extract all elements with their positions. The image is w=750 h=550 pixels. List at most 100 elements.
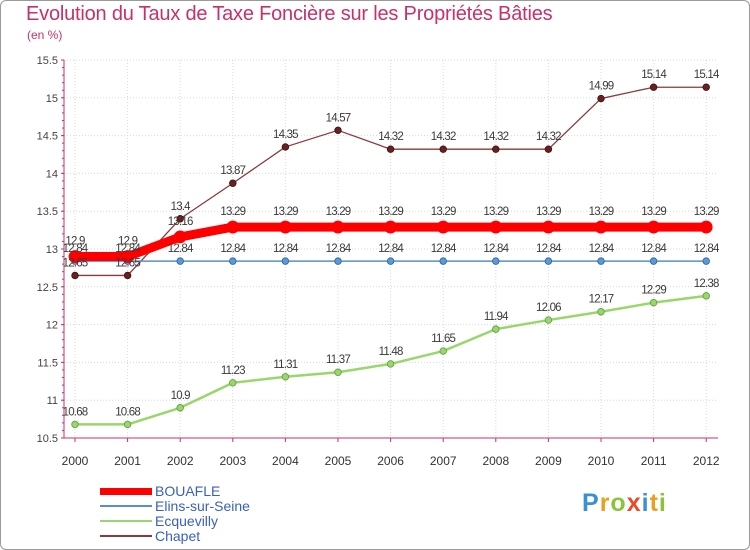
- data-point-chapet: [386, 145, 395, 153]
- y-tick-label: 11: [47, 395, 58, 407]
- data-label-chapet: 14.32: [431, 131, 456, 143]
- data-label-bouafle: 12.9: [65, 236, 85, 248]
- data-label-ecquevilly: 12.38: [694, 278, 719, 290]
- data-point-bouafle: [699, 220, 713, 234]
- data-point-bouafle: [226, 220, 240, 234]
- data-label-chapet: 14.32: [536, 131, 561, 143]
- data-point-chapet: [334, 126, 342, 135]
- y-tick-label: 12.5: [37, 282, 58, 294]
- data-label-ecquevilly: 11.48: [379, 346, 403, 358]
- legend-item-chapet: Chapet: [100, 529, 360, 544]
- data-label-ecquevilly: 11.94: [484, 311, 509, 323]
- data-point-ecquevilly: [702, 292, 710, 300]
- legend-swatch: [100, 535, 152, 537]
- data-label-elins-sur-seine: 12.84: [641, 243, 667, 255]
- x-tick-label: 2008: [482, 454, 509, 468]
- data-point-bouafle: [331, 220, 345, 234]
- data-point-chapet: [71, 271, 79, 280]
- data-point-bouafle: [173, 230, 187, 244]
- chart-legend: BOUAFLE Elins-sur-Seine Ecquevilly Chapet: [100, 484, 360, 544]
- data-point-bouafle: [594, 220, 608, 234]
- data-label-elins-sur-seine: 12.84: [536, 243, 562, 255]
- data-label-bouafle: 13.16: [168, 216, 193, 228]
- x-tick-label: 2007: [430, 454, 457, 468]
- data-label-bouafle: 13.29: [483, 206, 508, 218]
- data-point-elins-sur-seine: [597, 257, 605, 265]
- x-tick-label: 2002: [167, 454, 194, 468]
- data-label-elins-sur-seine: 12.84: [115, 243, 141, 255]
- logo-letter: i: [641, 489, 650, 517]
- data-point-bouafle: [647, 220, 660, 234]
- data-point-ecquevilly: [123, 420, 132, 429]
- data-point-ecquevilly: [649, 298, 658, 307]
- x-tick-label: 2009: [535, 454, 562, 468]
- x-tick-label: 2005: [325, 454, 352, 468]
- x-tick-label: 2000: [62, 454, 89, 468]
- data-label-bouafle: 13.29: [589, 206, 614, 218]
- data-point-bouafle: [278, 220, 292, 234]
- y-tick-label: 15: [46, 93, 58, 105]
- data-point-chapet: [597, 94, 605, 103]
- data-point-elins-sur-seine: [386, 257, 395, 265]
- y-tick-label: 15.5: [37, 55, 58, 67]
- data-label-chapet: 15.14: [694, 69, 720, 81]
- data-label-elins-sur-seine: 12.84: [378, 243, 404, 255]
- y-tick-label: 14.5: [37, 131, 58, 143]
- data-point-ecquevilly: [544, 316, 553, 324]
- data-point-ecquevilly: [281, 373, 290, 381]
- data-label-bouafle: 12.9: [118, 236, 138, 248]
- y-tick-label: 11.5: [37, 357, 58, 369]
- data-point-elins-sur-seine: [544, 257, 553, 265]
- data-label-ecquevilly: 11.23: [221, 365, 245, 377]
- legend-label: BOUAFLE: [155, 483, 221, 499]
- data-label-chapet: 14.57: [326, 112, 351, 124]
- data-point-chapet: [123, 271, 132, 280]
- data-point-bouafle: [384, 220, 398, 234]
- proxiti-logo: Proxiti: [582, 489, 667, 518]
- data-point-ecquevilly: [176, 404, 184, 412]
- data-point-ecquevilly: [492, 325, 500, 333]
- data-label-ecquevilly: 10.68: [115, 406, 140, 418]
- data-label-bouafle: 13.29: [378, 206, 403, 218]
- data-point-bouafle: [542, 220, 555, 234]
- data-label-elins-sur-seine: 12.84: [326, 243, 352, 255]
- legend-swatch: [100, 487, 152, 495]
- data-label-bouafle: 13.29: [273, 206, 298, 218]
- data-label-ecquevilly: 12.29: [641, 285, 666, 297]
- data-point-elins-sur-seine: [176, 257, 184, 265]
- data-point-ecquevilly: [334, 368, 342, 376]
- data-label-ecquevilly: 12.06: [536, 302, 561, 314]
- x-tick-label: 2001: [114, 454, 141, 468]
- data-point-elins-sur-seine: [281, 257, 290, 265]
- data-label-chapet: 14.99: [589, 81, 614, 93]
- chart-subtitle: (en %): [27, 28, 63, 42]
- data-point-elins-sur-seine: [702, 257, 710, 265]
- data-point-bouafle: [489, 220, 503, 234]
- x-tick-label: 2010: [588, 454, 615, 468]
- data-label-elins-sur-seine: 12.84: [63, 243, 89, 255]
- data-point-elins-sur-seine: [334, 257, 342, 265]
- x-tick-label: 2011: [641, 454, 667, 468]
- data-point-ecquevilly: [71, 420, 79, 429]
- data-label-ecquevilly: 11.65: [431, 333, 455, 345]
- data-point-bouafle: [68, 250, 82, 263]
- data-label-chapet: 12.65: [63, 257, 88, 269]
- data-point-bouafle: [436, 220, 450, 234]
- data-label-chapet: 14.32: [378, 131, 403, 143]
- logo-letter: o: [610, 489, 627, 517]
- data-label-ecquevilly: 12.17: [589, 294, 614, 306]
- data-label-ecquevilly: 11.37: [326, 354, 350, 366]
- data-point-ecquevilly: [386, 360, 395, 368]
- y-tick-label: 10.5: [37, 433, 58, 445]
- data-label-bouafle: 13.29: [220, 206, 245, 218]
- data-label-elins-sur-seine: 12.84: [220, 243, 246, 255]
- data-label-chapet: 13.87: [220, 165, 245, 177]
- data-label-elins-sur-seine: 12.84: [431, 243, 457, 255]
- data-label-elins-sur-seine: 12.84: [694, 243, 720, 255]
- data-label-bouafle: 13.29: [641, 206, 666, 218]
- data-point-chapet: [229, 179, 237, 187]
- data-point-ecquevilly: [439, 347, 447, 355]
- data-label-chapet: 13.4: [171, 201, 192, 213]
- logo-letter: i: [658, 489, 667, 517]
